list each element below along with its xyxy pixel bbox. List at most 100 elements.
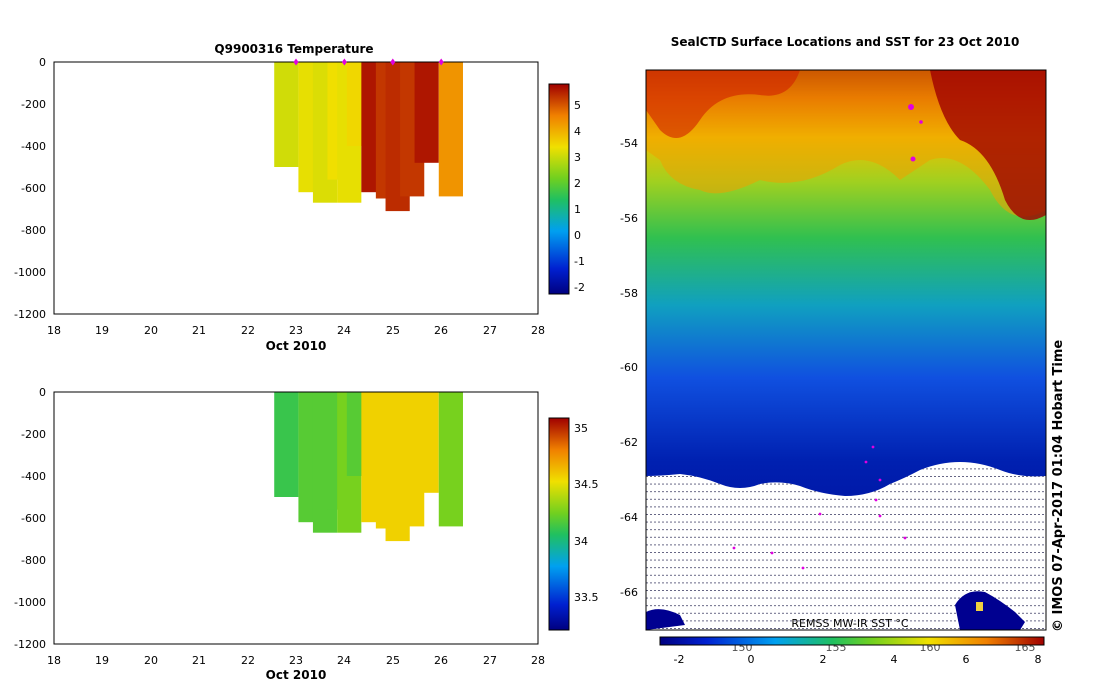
track-point xyxy=(770,551,774,555)
track-point xyxy=(874,498,878,502)
map-title: SealCTD Surface Locations and SST for 23… xyxy=(671,35,1020,49)
x-tick: 24 xyxy=(337,654,351,667)
y-tick: -1200 xyxy=(14,638,46,651)
x-tick: 22 xyxy=(241,324,255,337)
sst-warm-west xyxy=(646,70,800,138)
surface-markers xyxy=(293,58,444,66)
salinity-colorbar xyxy=(549,418,569,630)
temperature-y-ticks: 0 -200 -400 -600 -800 -1000 -1200 xyxy=(14,56,46,321)
temperature-colorbar-ticks: 5 4 3 2 1 0 -1 -2 xyxy=(574,99,585,294)
lat-tick: -58 xyxy=(620,287,638,300)
cbar-tick: 35 xyxy=(574,422,588,435)
y-tick: -200 xyxy=(21,98,46,111)
salinity-profiles xyxy=(274,392,463,542)
profile-column xyxy=(438,392,463,527)
lat-tick: -66 xyxy=(620,586,638,599)
sst-field xyxy=(646,70,1046,630)
salinity-x-ticks: 18 19 20 21 22 23 24 25 26 27 28 xyxy=(47,654,545,667)
y-tick: 0 xyxy=(39,56,46,69)
salinity-x-label: Oct 2010 xyxy=(266,668,327,682)
cbar-tick: 2 xyxy=(574,177,581,190)
y-tick: -600 xyxy=(21,182,46,195)
y-tick: 0 xyxy=(39,386,46,399)
surface-marker xyxy=(390,58,396,66)
x-tick: 23 xyxy=(289,654,303,667)
cbar-tick: -1 xyxy=(574,255,585,268)
cbar-tick: 5 xyxy=(574,99,581,112)
y-tick: -400 xyxy=(21,470,46,483)
sst-warm-core xyxy=(930,70,1046,220)
x-tick: 28 xyxy=(531,654,545,667)
temperature-title: Q9900316 Temperature xyxy=(214,42,373,56)
temperature-x-label: Oct 2010 xyxy=(266,339,327,353)
cbar-tick: 34.5 xyxy=(574,478,599,491)
x-tick: 27 xyxy=(483,654,497,667)
y-tick: -1000 xyxy=(14,596,46,609)
lat-tick: -54 xyxy=(620,137,638,150)
x-tick: 22 xyxy=(241,654,255,667)
track-point xyxy=(878,478,882,482)
salinity-panel: 0 -200 -400 -600 -800 -1000 -1200 18 19 … xyxy=(14,386,598,682)
temperature-colorbar xyxy=(549,84,569,294)
cbar-tick: 33.5 xyxy=(574,591,599,604)
profile-column xyxy=(274,62,299,167)
cbar-tick: -2 xyxy=(674,653,685,666)
lat-tick: -56 xyxy=(620,212,638,225)
x-tick: 24 xyxy=(337,324,351,337)
sst-colorbar xyxy=(660,637,1044,645)
copyright-label: © IMOS 07-Apr-2017 01:04 Hobart Time xyxy=(1051,340,1066,632)
x-tick: 25 xyxy=(386,324,400,337)
y-tick: -1000 xyxy=(14,266,46,279)
x-tick: 19 xyxy=(95,324,109,337)
land-west xyxy=(646,609,685,630)
sea-ice-hatching xyxy=(646,462,1046,630)
land-east xyxy=(955,591,1025,630)
surface-marker xyxy=(438,58,444,66)
lat-tick: -64 xyxy=(620,511,638,524)
track-point xyxy=(732,546,736,550)
salinity-y-ticks: 0 -200 -400 -600 -800 -1000 -1200 xyxy=(14,386,46,651)
cbar-tick: 3 xyxy=(574,151,581,164)
land-patch xyxy=(976,602,983,611)
cbar-tick: 4 xyxy=(891,653,898,666)
x-tick: 18 xyxy=(47,324,61,337)
cbar-tick: 4 xyxy=(574,125,581,138)
salinity-plot-frame xyxy=(53,391,539,645)
y-tick: -800 xyxy=(21,554,46,567)
profile-column xyxy=(274,392,299,497)
cbar-tick: 1 xyxy=(574,203,581,216)
x-tick: 21 xyxy=(192,654,206,667)
cbar-tick: 8 xyxy=(1035,653,1042,666)
profile-column xyxy=(438,62,463,197)
track-point xyxy=(801,566,805,570)
cbar-tick: 34 xyxy=(574,535,588,548)
x-tick: 20 xyxy=(144,324,158,337)
track-point xyxy=(818,512,822,516)
x-tick: 27 xyxy=(483,324,497,337)
y-tick: -200 xyxy=(21,428,46,441)
temperature-panel: Q9900316 Temperature 0 -200 -400 -600 -8… xyxy=(14,42,585,353)
y-tick: -800 xyxy=(21,224,46,237)
y-tick: -600 xyxy=(21,512,46,525)
x-tick: 21 xyxy=(192,324,206,337)
x-tick: 23 xyxy=(289,324,303,337)
sst-colorbar-ticks: -2 0 2 4 6 8 xyxy=(674,653,1042,666)
temperature-x-ticks: 18 19 20 21 22 23 24 25 26 27 28 xyxy=(47,324,545,337)
cbar-tick: 0 xyxy=(574,229,581,242)
track-point xyxy=(871,445,875,449)
track-point xyxy=(864,460,868,464)
seal-location xyxy=(908,104,914,110)
x-tick: 18 xyxy=(47,654,61,667)
salinity-colorbar-ticks: 35 34.5 34 33.5 xyxy=(574,422,599,604)
seal-location xyxy=(910,156,916,162)
track-point xyxy=(903,536,907,540)
temperature-profiles xyxy=(274,62,463,212)
lat-tick: -62 xyxy=(620,436,638,449)
profile-column xyxy=(414,392,439,493)
track-point xyxy=(878,514,882,518)
map-frame xyxy=(645,69,1047,631)
map-lat-ticks: -54 -56 -58 -60 -62 -64 -66 xyxy=(620,137,638,599)
x-tick: 26 xyxy=(434,324,448,337)
cbar-tick: -2 xyxy=(574,281,585,294)
seal-location xyxy=(919,120,923,124)
